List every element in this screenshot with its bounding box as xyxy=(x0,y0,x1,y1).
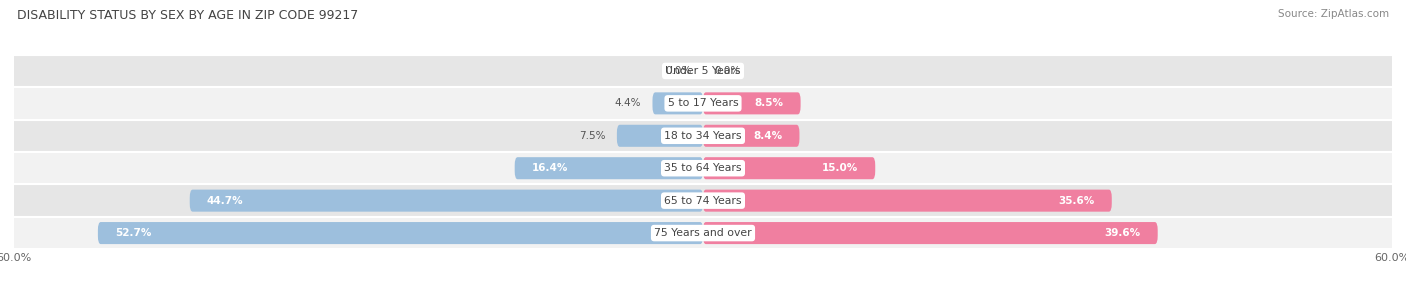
Bar xyxy=(14,152,1392,185)
Text: 8.4%: 8.4% xyxy=(754,131,782,141)
Bar xyxy=(14,87,1392,119)
Bar xyxy=(14,119,1392,152)
Text: 16.4%: 16.4% xyxy=(531,163,568,173)
Text: 15.0%: 15.0% xyxy=(821,163,858,173)
Text: 0.0%: 0.0% xyxy=(665,66,692,76)
FancyBboxPatch shape xyxy=(617,125,703,147)
Bar xyxy=(14,185,1392,217)
FancyBboxPatch shape xyxy=(652,92,703,114)
Text: 4.4%: 4.4% xyxy=(614,98,641,108)
Text: 35 to 64 Years: 35 to 64 Years xyxy=(664,163,742,173)
Text: 0.0%: 0.0% xyxy=(714,66,741,76)
Text: 8.5%: 8.5% xyxy=(755,98,783,108)
Text: 5 to 17 Years: 5 to 17 Years xyxy=(668,98,738,108)
FancyBboxPatch shape xyxy=(703,157,875,179)
FancyBboxPatch shape xyxy=(98,222,703,244)
FancyBboxPatch shape xyxy=(703,92,800,114)
Text: 7.5%: 7.5% xyxy=(579,131,606,141)
Text: DISABILITY STATUS BY SEX BY AGE IN ZIP CODE 99217: DISABILITY STATUS BY SEX BY AGE IN ZIP C… xyxy=(17,9,359,22)
FancyBboxPatch shape xyxy=(190,190,703,212)
Text: Under 5 Years: Under 5 Years xyxy=(665,66,741,76)
Bar xyxy=(14,55,1392,87)
Text: 52.7%: 52.7% xyxy=(115,228,152,238)
Text: 18 to 34 Years: 18 to 34 Years xyxy=(664,131,742,141)
Bar xyxy=(14,217,1392,249)
Text: 35.6%: 35.6% xyxy=(1059,196,1094,206)
Text: 75 Years and over: 75 Years and over xyxy=(654,228,752,238)
Text: Source: ZipAtlas.com: Source: ZipAtlas.com xyxy=(1278,9,1389,19)
Text: 44.7%: 44.7% xyxy=(207,196,243,206)
FancyBboxPatch shape xyxy=(703,125,800,147)
FancyBboxPatch shape xyxy=(703,190,1112,212)
Text: 65 to 74 Years: 65 to 74 Years xyxy=(664,196,742,206)
FancyBboxPatch shape xyxy=(703,222,1157,244)
Text: 39.6%: 39.6% xyxy=(1104,228,1140,238)
FancyBboxPatch shape xyxy=(515,157,703,179)
